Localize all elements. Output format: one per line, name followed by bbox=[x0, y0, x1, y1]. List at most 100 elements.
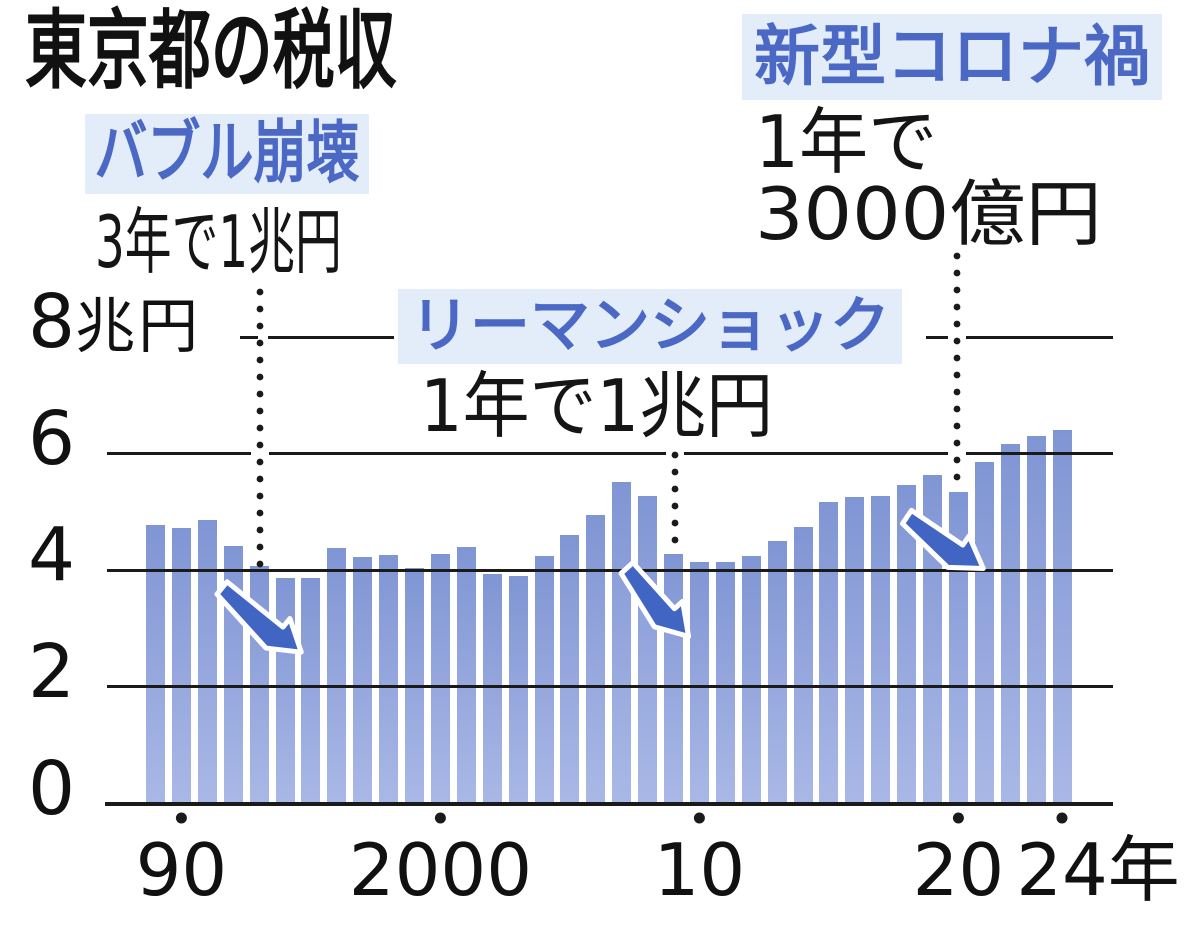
gridline-6 bbox=[107, 452, 251, 456]
x-tick-dot-2020 bbox=[952, 812, 964, 824]
bar-2000 bbox=[430, 553, 450, 805]
leader-dot-corona bbox=[953, 286, 961, 294]
leader-dot-lehman bbox=[671, 468, 679, 476]
bar-2004 bbox=[534, 555, 554, 805]
x-tick-dot-2024 bbox=[1056, 812, 1068, 824]
bar-1989 bbox=[146, 524, 165, 805]
leader-dot-bubble bbox=[256, 526, 264, 534]
bar-1995 bbox=[301, 577, 321, 805]
bar-2024 bbox=[1052, 429, 1072, 805]
gridline-8 bbox=[926, 335, 948, 339]
leader-dot-corona bbox=[953, 456, 961, 464]
leader-dot-lehman bbox=[671, 536, 679, 544]
leader-dot-bubble bbox=[256, 441, 264, 449]
gridline-8 bbox=[966, 335, 1113, 339]
bar-2007 bbox=[612, 481, 632, 805]
y-tick-label-2: 2 bbox=[28, 628, 76, 715]
leader-dot-bubble bbox=[256, 458, 264, 466]
leader-dot-bubble bbox=[256, 390, 264, 398]
y-tick-label-4: 4 bbox=[28, 512, 76, 599]
bar-2001 bbox=[456, 546, 476, 805]
x-tick-dot-2010 bbox=[693, 812, 705, 824]
bar-2013 bbox=[767, 540, 787, 805]
leader-dot-bubble bbox=[256, 288, 264, 296]
gridline-2 bbox=[107, 685, 1113, 689]
leader-dot-corona bbox=[953, 252, 961, 260]
gridline-6 bbox=[684, 452, 948, 456]
leader-dot-lehman bbox=[671, 519, 679, 527]
bar-2005 bbox=[560, 534, 580, 805]
leader-dot-corona bbox=[953, 320, 961, 328]
bar-2021 bbox=[974, 461, 994, 805]
bar-1991 bbox=[197, 519, 217, 805]
leader-dot-corona bbox=[953, 371, 961, 379]
bar-2018 bbox=[897, 484, 917, 805]
bar-2014 bbox=[793, 526, 813, 805]
y-tick-label-8: 8兆円 bbox=[28, 279, 202, 366]
leader-dot-bubble bbox=[256, 509, 264, 517]
bar-1996 bbox=[327, 548, 347, 805]
leader-dot-lehman bbox=[671, 485, 679, 493]
leader-dot-corona bbox=[953, 473, 961, 481]
bar-2006 bbox=[586, 515, 606, 805]
leader-dot-bubble bbox=[256, 373, 264, 381]
bar-1997 bbox=[353, 557, 373, 805]
annotation-corona-note-line2: 3000億円 bbox=[755, 172, 1102, 256]
annotation-corona-note-line1: 1年で bbox=[755, 100, 938, 184]
leader-dot-bubble bbox=[256, 356, 264, 364]
x-tick-label-2020: 20 bbox=[912, 828, 1005, 912]
bar-2011 bbox=[715, 561, 735, 805]
x-tick-dot-1990 bbox=[175, 812, 187, 824]
bar-2002 bbox=[482, 573, 502, 805]
leader-dot-lehman bbox=[671, 502, 679, 510]
bar-2017 bbox=[871, 495, 891, 805]
leader-dot-corona bbox=[953, 388, 961, 396]
x-tick-label-2000: 2000 bbox=[348, 828, 533, 912]
leader-dot-corona bbox=[953, 405, 961, 413]
x-tick-dot-2000 bbox=[434, 812, 446, 824]
leader-dot-corona bbox=[953, 439, 961, 447]
gridline-8 bbox=[268, 335, 394, 339]
x-tick-label-2010: 10 bbox=[653, 828, 746, 912]
decline-arrow-icon bbox=[214, 579, 304, 655]
bar-2023 bbox=[1026, 435, 1046, 805]
annotation-bubble-note: 3年で1兆円 bbox=[95, 200, 342, 284]
gridline-6 bbox=[269, 452, 666, 456]
leader-dot-bubble bbox=[256, 424, 264, 432]
gridline-4 bbox=[107, 568, 1113, 572]
y-tick-label-0: 0 bbox=[28, 745, 76, 832]
leader-dot-bubble bbox=[256, 322, 264, 330]
leader-dot-corona bbox=[953, 337, 961, 345]
annotation-bubble-label: バブル崩壊 bbox=[85, 114, 369, 195]
leader-dot-bubble bbox=[256, 543, 264, 551]
leader-dot-corona bbox=[953, 303, 961, 311]
leader-dot-lehman bbox=[671, 451, 679, 459]
bar-2016 bbox=[845, 496, 865, 805]
leader-dot-corona bbox=[953, 422, 961, 430]
x-tick-label-1990: 90 bbox=[135, 828, 228, 912]
annotation-lehman-label: リーマンショック bbox=[398, 289, 902, 364]
annotation-corona-label: 新型コロナ禍 bbox=[742, 14, 1162, 100]
gridline-8 bbox=[240, 335, 258, 339]
leader-dot-bubble bbox=[256, 492, 264, 500]
x-tick-label-2024: 24年 bbox=[1016, 828, 1180, 912]
bar-2012 bbox=[741, 555, 761, 805]
leader-dot-corona bbox=[953, 269, 961, 277]
leader-dot-bubble bbox=[256, 407, 264, 415]
bar-1990 bbox=[171, 528, 191, 805]
decline-arrow-icon bbox=[618, 560, 692, 639]
leader-dot-bubble bbox=[256, 305, 264, 313]
gridline-6 bbox=[966, 452, 1113, 456]
leader-dot-bubble bbox=[256, 339, 264, 347]
leader-dot-bubble bbox=[256, 475, 264, 483]
y-axis-unit: 兆円 bbox=[75, 292, 202, 363]
bar-2015 bbox=[819, 501, 839, 805]
page-title: 東京都の税収 bbox=[25, 1, 397, 101]
leader-dot-corona bbox=[953, 354, 961, 362]
